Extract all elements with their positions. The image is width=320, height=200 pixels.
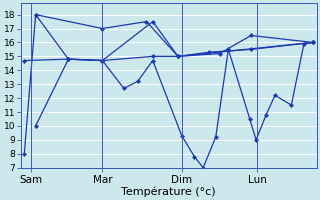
X-axis label: Température (°c): Température (°c) bbox=[121, 186, 216, 197]
